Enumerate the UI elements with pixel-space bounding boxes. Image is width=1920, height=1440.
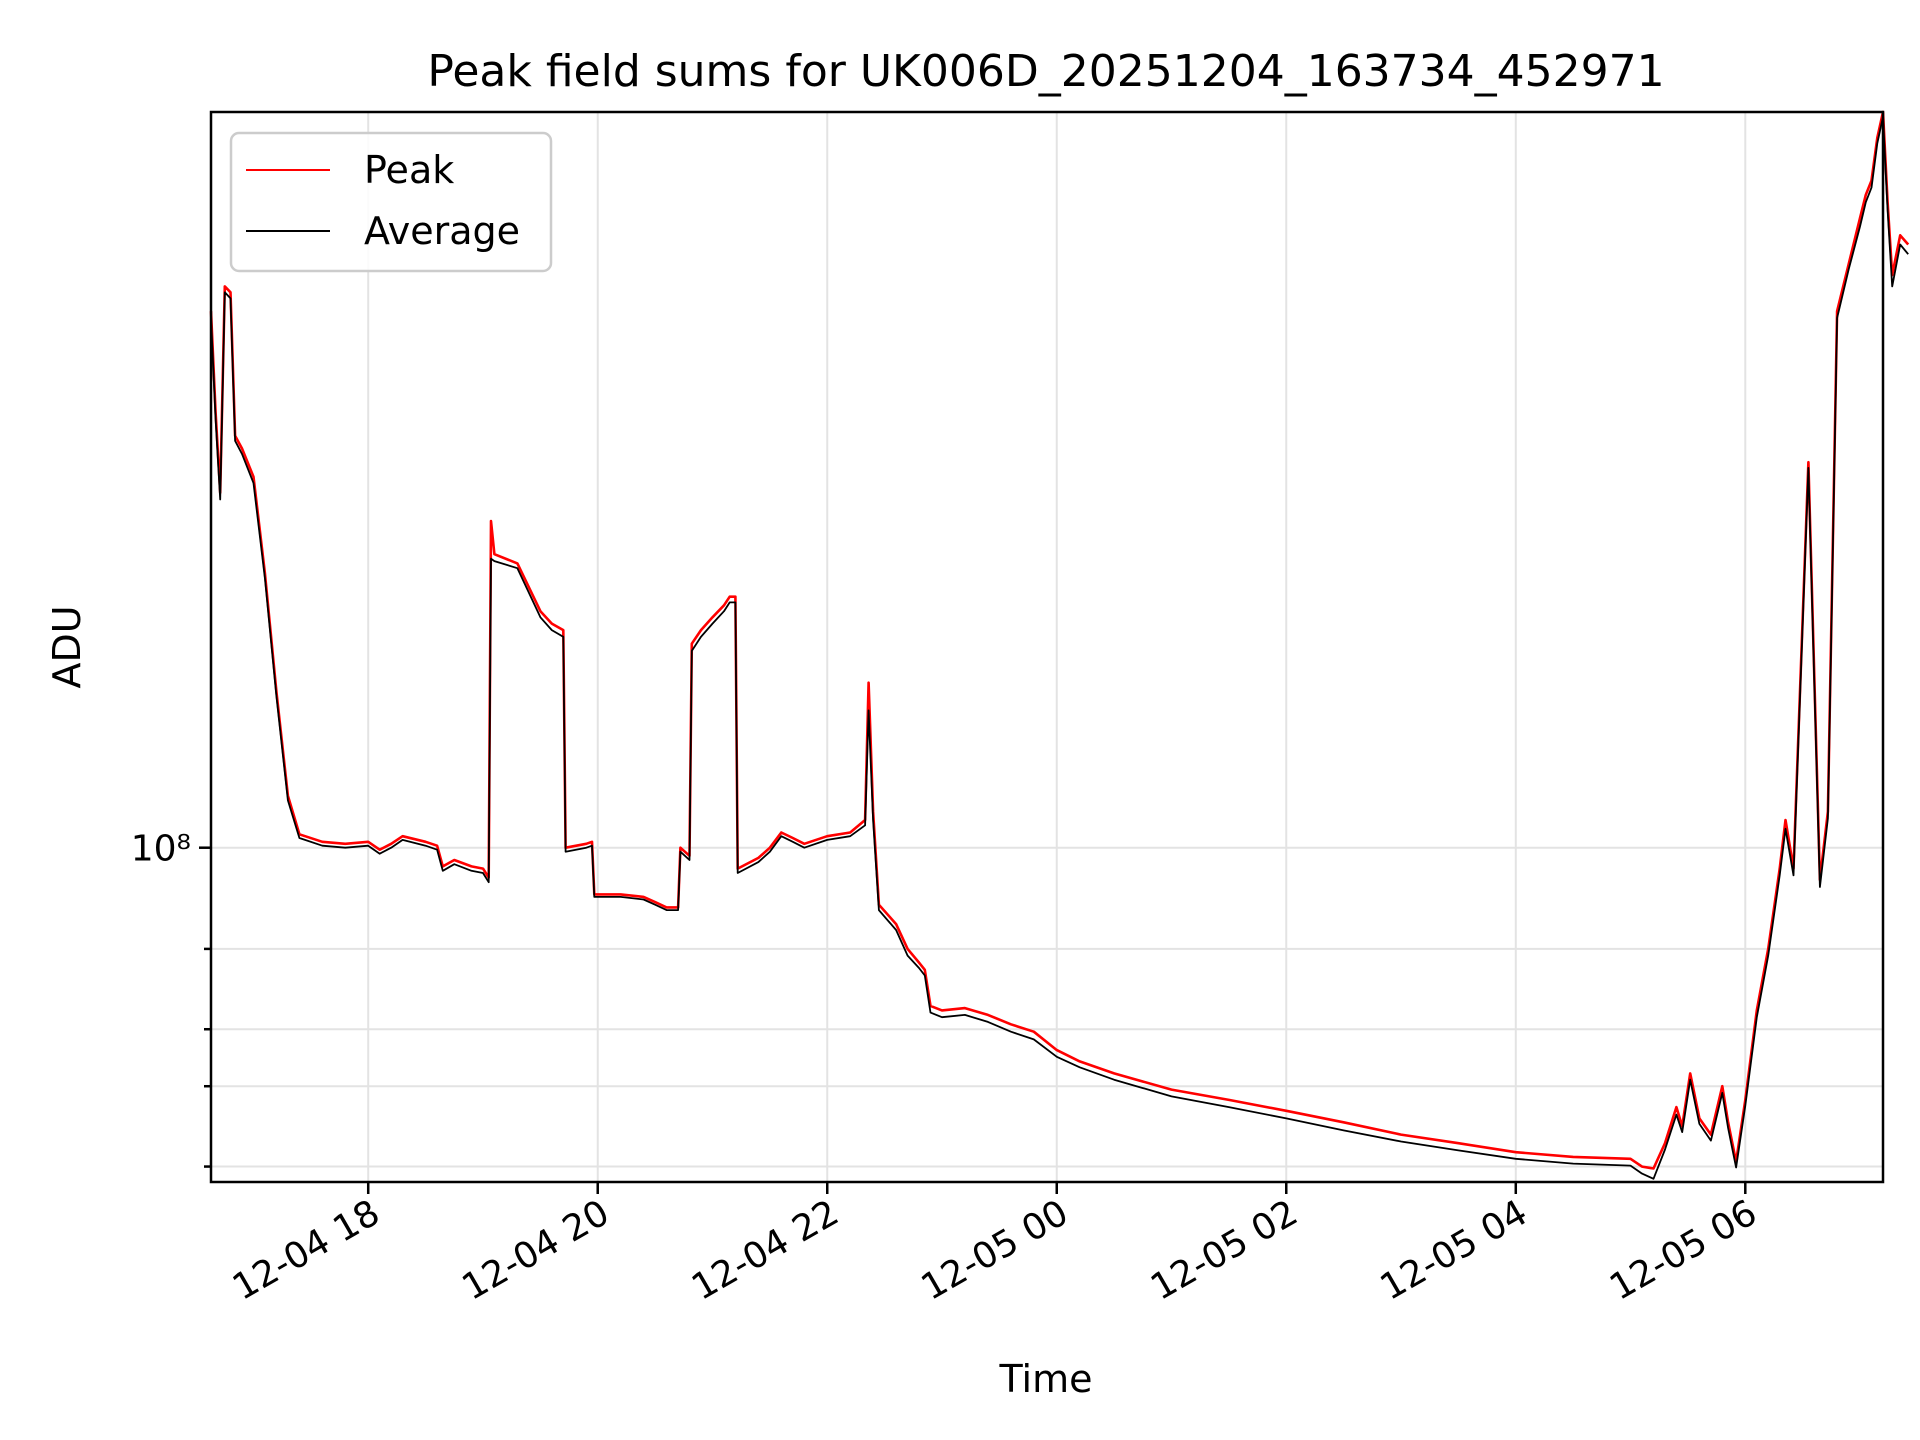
x-tick-label: 12-05 04	[1374, 1192, 1535, 1308]
x-tick-label: 12-05 06	[1603, 1192, 1764, 1308]
series-layer	[209, 110, 1910, 1180]
y-axis-label: ADU	[45, 605, 89, 688]
plot-frame	[209, 110, 1885, 1184]
y-tick-label: 10⁸	[131, 829, 191, 870]
x-tick-label: 12-05 00	[915, 1192, 1076, 1308]
chart-title: Peak field sums for UK006D_20251204_1637…	[427, 46, 1664, 97]
legend: Peak Average	[229, 131, 553, 273]
x-tick-label: 12-04 22	[685, 1192, 846, 1308]
axis-ticks: 12-04 18 12-04 20 12-04 22 12-05 00 12-05 02…	[131, 829, 1764, 1309]
grid-lines	[211, 112, 1883, 1182]
legend-label-peak: Peak	[364, 148, 454, 192]
legend-box	[229, 131, 553, 273]
x-tick-label: 12-05 02	[1144, 1192, 1305, 1308]
series-line-average	[210, 116, 1909, 1180]
legend-label-average: Average	[364, 209, 520, 253]
x-axis-label: Time	[999, 1357, 1093, 1401]
x-tick-label: 12-04 20	[456, 1192, 617, 1308]
x-tick-label: 12-04 18	[226, 1192, 387, 1308]
